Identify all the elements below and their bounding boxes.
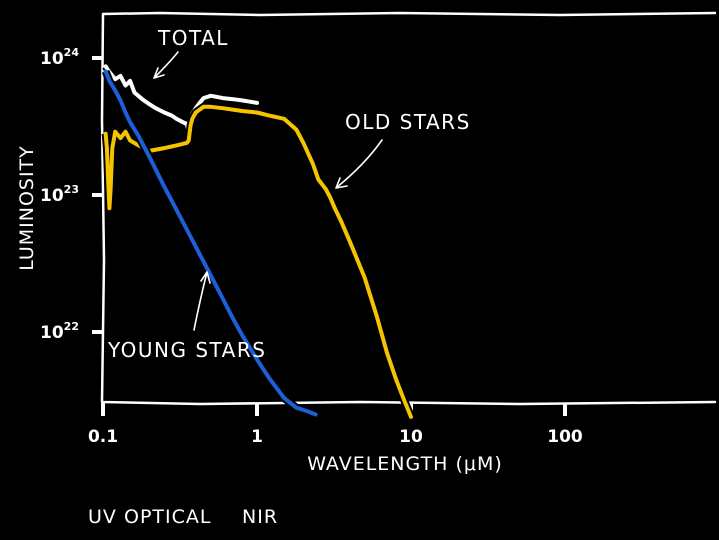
annotation-young-stars: YOUNG STARS [107,338,266,362]
series-line-total [103,64,259,134]
band-label-nir: NIR [242,506,279,528]
band-label-optical: OPTICAL [124,506,212,528]
x-tick-label: 1 [251,427,263,447]
x-axis-ticks: 0.1 1 10 100 [88,403,583,447]
band-label-uv: UV [88,506,117,528]
annotation-total: TOTAL [157,26,229,50]
y-tick-label: 1023 [40,183,79,206]
annotation-total-arrow [153,51,179,79]
x-tick-label: 10 [399,427,423,447]
x-tick-label: 0.1 [88,427,118,447]
series-layer [101,64,415,419]
y-axis-ticks: 1022 1023 1024 [40,46,103,343]
x-tick-label: 100 [547,427,583,447]
series-line-young-stars [103,69,318,417]
annotation-old-stars-arrow [335,139,383,189]
annotation-young-stars-arrow [193,271,211,331]
y-tick-label: 1022 [40,320,79,343]
x-axis-title: WAVELENGTH (μM) [307,453,503,475]
y-tick-label: 1024 [40,46,79,69]
series-line-old-stars [103,104,413,419]
annotation-old-stars: OLD STARS [345,110,471,134]
y-axis-title: LUMINOSITY [16,145,38,271]
